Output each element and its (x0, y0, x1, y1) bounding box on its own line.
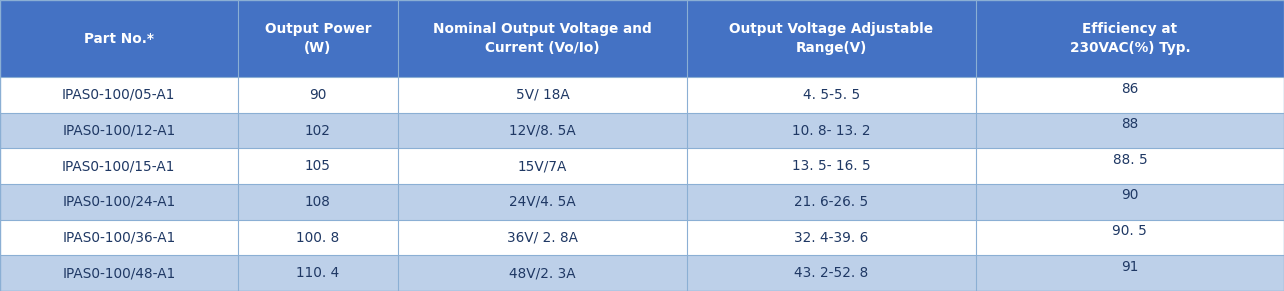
Text: 105: 105 (304, 159, 331, 173)
Bar (0, 0, 1284, 77)
Text: IPAS0-100/15-A1: IPAS0-100/15-A1 (62, 159, 176, 173)
Text: 108: 108 (304, 195, 331, 209)
Text: IPAS0-100/36-A1: IPAS0-100/36-A1 (62, 230, 176, 244)
Text: 88. 5: 88. 5 (1112, 153, 1148, 167)
Text: 5V/ 18A: 5V/ 18A (516, 88, 569, 102)
Text: 90: 90 (1121, 189, 1139, 203)
Text: 32. 4-39. 6: 32. 4-39. 6 (795, 230, 868, 244)
Bar (0, 113, 1284, 148)
Text: 15V/7A: 15V/7A (517, 159, 568, 173)
Text: Efficiency at
230VAC(%) Typ.: Efficiency at 230VAC(%) Typ. (1070, 22, 1190, 55)
Text: IPAS0-100/12-A1: IPAS0-100/12-A1 (62, 124, 176, 138)
Bar (0, 184, 1284, 220)
Text: 90: 90 (309, 88, 326, 102)
Text: 10. 8- 13. 2: 10. 8- 13. 2 (792, 124, 871, 138)
Text: 100. 8: 100. 8 (297, 230, 339, 244)
Text: 48V/2. 3A: 48V/2. 3A (510, 266, 575, 280)
Text: Part No.*: Part No.* (83, 31, 154, 46)
Text: 102: 102 (304, 124, 331, 138)
Text: Nominal Output Voltage and
Current (Vo/Io): Nominal Output Voltage and Current (Vo/I… (433, 22, 652, 55)
Text: IPAS0-100/24-A1: IPAS0-100/24-A1 (62, 195, 176, 209)
Text: 13. 5- 16. 5: 13. 5- 16. 5 (792, 159, 871, 173)
Text: Output Power
(W): Output Power (W) (265, 22, 371, 55)
Text: 90. 5: 90. 5 (1112, 224, 1148, 238)
Text: 88: 88 (1121, 117, 1139, 131)
Text: 4. 5-5. 5: 4. 5-5. 5 (802, 88, 860, 102)
Text: IPAS0-100/48-A1: IPAS0-100/48-A1 (62, 266, 176, 280)
Bar (0, 220, 1284, 255)
Text: 36V/ 2. 8A: 36V/ 2. 8A (507, 230, 578, 244)
Bar (0, 255, 1284, 291)
Text: 91: 91 (1121, 260, 1139, 274)
Text: 86: 86 (1121, 81, 1139, 95)
Bar (0, 77, 1284, 113)
Text: 12V/8. 5A: 12V/8. 5A (510, 124, 575, 138)
Text: 43. 2-52. 8: 43. 2-52. 8 (795, 266, 868, 280)
Text: Output Voltage Adjustable
Range(V): Output Voltage Adjustable Range(V) (729, 22, 933, 55)
Text: 21. 6-26. 5: 21. 6-26. 5 (795, 195, 868, 209)
Text: 24V/4. 5A: 24V/4. 5A (510, 195, 575, 209)
Text: IPAS0-100/05-A1: IPAS0-100/05-A1 (62, 88, 176, 102)
Bar (0, 148, 1284, 184)
Text: 110. 4: 110. 4 (297, 266, 339, 280)
